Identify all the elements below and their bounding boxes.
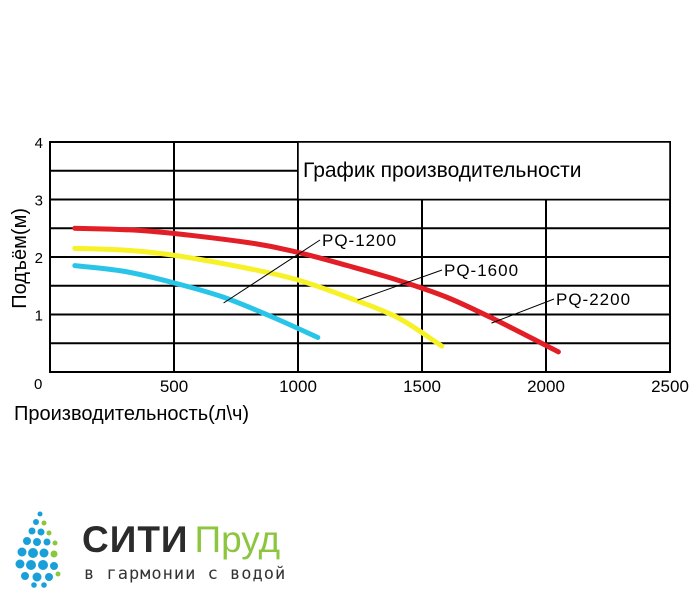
chart-annotations: PQ-1200 PQ-1600 PQ-2200 — [223, 231, 631, 324]
logo-dot — [41, 582, 47, 588]
y-tick-label: 1 — [35, 308, 43, 325]
logo-dot — [33, 519, 39, 525]
logo-dot — [33, 538, 41, 546]
logo-dot — [55, 571, 61, 577]
series-line-pq-1200 — [72, 263, 321, 340]
brand-logo: СИТИ Пруд в гармонии с водой — [10, 508, 310, 588]
logo-dot — [32, 572, 42, 582]
water-drop-dots-icon — [15, 511, 61, 588]
y-tick-labels: 1 2 3 4 — [35, 135, 43, 325]
logo-dot — [52, 540, 58, 546]
logo-dot — [23, 537, 31, 545]
annotation-label-pq-2200: PQ-2200 — [556, 290, 631, 309]
logo-dot — [46, 530, 52, 536]
logo-dot — [38, 560, 48, 570]
series-line-pq-1600 — [72, 245, 445, 349]
y-tick-label: 2 — [35, 250, 43, 267]
annotation-label-pq-1600: PQ-1600 — [444, 261, 519, 280]
logo-dot — [37, 528, 45, 536]
origin-tick-label: 0 — [34, 376, 42, 393]
annotation-leader-line — [357, 269, 443, 301]
logo-dot — [28, 548, 38, 558]
x-tick-label: 2500 — [651, 377, 689, 396]
logo-dot — [43, 538, 51, 546]
x-tick-label: 500 — [160, 377, 188, 396]
logo-dot — [37, 511, 43, 517]
logo-dot — [45, 573, 53, 581]
logo-dot — [21, 572, 29, 580]
brand-tagline: в гармонии с водой — [84, 564, 287, 584]
chart-series — [72, 225, 561, 355]
annotation-leader-line — [491, 298, 555, 324]
x-axis-label: Производительность(л\ч) — [14, 403, 249, 425]
logo-dot — [39, 548, 49, 558]
logo-dot — [17, 547, 27, 557]
logo-dot — [50, 562, 58, 570]
brand-name: СИТИ Пруд — [82, 520, 280, 560]
x-tick-labels: 500 1000 1500 2000 2500 — [160, 377, 689, 396]
chart-title-box — [297, 141, 671, 201]
logo-dot — [15, 559, 25, 569]
annotation-leader-line — [223, 239, 321, 304]
logo-dot — [41, 520, 47, 526]
annotation-label-pq-1200: PQ-1200 — [322, 231, 397, 250]
y-tick-label: 4 — [35, 135, 43, 152]
brand-name-part1: СИТИ — [82, 519, 189, 560]
x-tick-label: 2000 — [527, 377, 565, 396]
y-axis-label: Подъём(м) — [9, 208, 31, 309]
series-line-pq-2200 — [72, 225, 561, 355]
logo-dot — [31, 582, 37, 588]
logo-dot — [28, 527, 36, 535]
x-tick-label: 1000 — [279, 377, 317, 396]
y-tick-label: 3 — [35, 193, 43, 210]
logo-dot — [26, 560, 36, 570]
brand-name-part2: Пруд — [194, 519, 281, 560]
logo-dot — [50, 550, 58, 558]
chart-title: График производительности — [303, 159, 581, 182]
x-tick-label: 1500 — [403, 377, 441, 396]
performance-chart: График производительности PQ-1200 PQ-1600… — [9, 135, 689, 425]
